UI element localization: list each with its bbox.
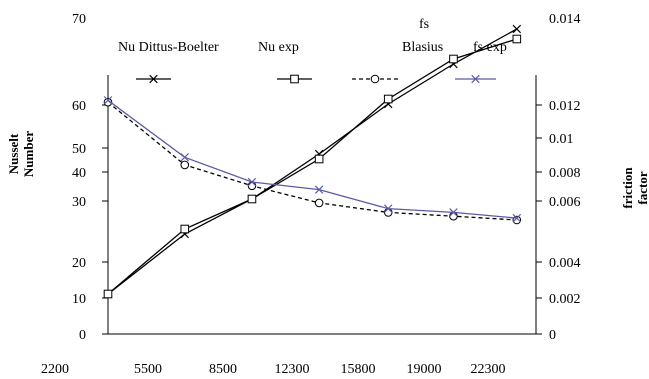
legend-swatch-marker bbox=[471, 74, 480, 84]
data-point-stroke bbox=[383, 204, 393, 213]
data-point bbox=[247, 194, 257, 204]
x-tick-label: 15800 bbox=[341, 362, 376, 377]
right-y-tick-label: 0.008 bbox=[549, 166, 581, 181]
data-point-stroke bbox=[449, 208, 458, 217]
left-y-tick-label: 40 bbox=[72, 166, 86, 181]
legend-swatch-fs-blasius bbox=[352, 74, 398, 84]
legend-label-fs-blasius-line-1: fs bbox=[419, 17, 429, 32]
right-y-tick-label: 0.004 bbox=[549, 256, 581, 271]
series-layer bbox=[103, 24, 522, 299]
left-y-tick-label: 0 bbox=[79, 328, 86, 343]
data-point bbox=[512, 213, 522, 223]
x-tick-label: 12300 bbox=[275, 362, 310, 377]
data-point bbox=[103, 289, 113, 299]
data-point bbox=[314, 198, 324, 208]
data-point bbox=[449, 208, 458, 217]
legend-swatch-marker-stroke bbox=[471, 74, 480, 84]
right-y-tick-label: 0 bbox=[549, 328, 556, 343]
data-point bbox=[314, 154, 324, 164]
data-point bbox=[180, 153, 189, 162]
data-point bbox=[383, 208, 393, 217]
series-1 bbox=[103, 34, 522, 299]
x-tick-labels: 2200 5500 8500 12300 15800 19000 22300 bbox=[41, 362, 506, 377]
left-y-tick-labels: 0 10 20 30 40 50 60 70 bbox=[72, 12, 86, 343]
right-y-tick-label: 0.014 bbox=[549, 12, 581, 27]
legend-item-nu-exp: Nu exp bbox=[258, 40, 312, 84]
data-point-stroke bbox=[314, 185, 324, 194]
right-y-tick-labels: 0 0.002 0.004 0.006 0.008 0.01 0.012 0.014 bbox=[549, 12, 581, 343]
legend: Nu Dittus-Boelter Nu exp fs Blasius fs e… bbox=[118, 17, 507, 84]
left-y-tick-label: 50 bbox=[72, 142, 86, 157]
right-y-tick-label: 0.002 bbox=[549, 292, 581, 307]
data-point-stroke bbox=[180, 153, 189, 162]
data-point bbox=[512, 24, 522, 34]
left-y-tick-label: 60 bbox=[72, 99, 86, 114]
legend-swatch-nu-dittus-boelter bbox=[136, 74, 171, 84]
right-y-tick-label: 0.01 bbox=[549, 132, 574, 147]
left-y-tick-label: 70 bbox=[72, 12, 86, 27]
series-line bbox=[107, 28, 518, 295]
left-y-tick-label: 10 bbox=[72, 292, 86, 307]
left-y-ticks bbox=[102, 104, 108, 335]
legend-item-fs-exp: fs exp bbox=[455, 40, 507, 84]
series-0 bbox=[103, 24, 522, 299]
legend-item-nu-dittus-boelter: Nu Dittus-Boelter bbox=[118, 40, 219, 84]
data-point bbox=[383, 204, 393, 213]
x-tick-label: 2200 bbox=[41, 362, 69, 377]
data-point bbox=[314, 185, 324, 194]
legend-label-nu-exp: Nu exp bbox=[258, 40, 299, 55]
right-y-label-line-1: friction bbox=[620, 167, 635, 209]
data-point bbox=[247, 177, 257, 187]
data-point-stroke bbox=[103, 96, 113, 105]
left-y-label-line-2: Number bbox=[21, 131, 36, 177]
legend-swatch-fs-exp bbox=[455, 74, 496, 84]
series-3 bbox=[103, 96, 522, 223]
legend-swatch-marker bbox=[290, 74, 299, 84]
legend-swatch-marker bbox=[149, 74, 158, 84]
series-line bbox=[107, 101, 517, 221]
x-tick-label: 8500 bbox=[209, 362, 237, 377]
data-point bbox=[180, 224, 190, 234]
legend-swatch-nu-exp bbox=[277, 74, 312, 84]
data-point bbox=[449, 211, 458, 221]
right-y-tick-label: 0.006 bbox=[549, 195, 581, 210]
data-point-stroke bbox=[247, 177, 257, 187]
series-2 bbox=[103, 97, 522, 225]
legend-label-fs-blasius-line-2: Blasius bbox=[402, 40, 443, 55]
data-point bbox=[180, 160, 190, 170]
legend-swatch-marker-stroke bbox=[149, 74, 158, 84]
left-y-tick-label: 30 bbox=[72, 195, 86, 210]
data-point bbox=[103, 96, 113, 105]
right-y-label-line-2: factor bbox=[635, 171, 649, 204]
right-y-tick-label: 0.012 bbox=[549, 99, 581, 114]
right-y-ticks bbox=[536, 104, 542, 335]
legend-swatch-marker bbox=[370, 74, 380, 84]
x-tick-label: 19000 bbox=[407, 362, 442, 377]
plot-area bbox=[102, 24, 542, 335]
data-point-stroke bbox=[512, 24, 522, 34]
data-point bbox=[247, 181, 257, 191]
series-line bbox=[107, 38, 518, 295]
data-point-stroke bbox=[512, 213, 522, 223]
data-point bbox=[103, 97, 113, 107]
x-tick-label: 5500 bbox=[134, 362, 162, 377]
legend-label-fs-exp: fs exp bbox=[473, 40, 507, 55]
left-y-tick-label: 20 bbox=[72, 256, 86, 271]
data-point bbox=[512, 34, 522, 44]
left-y-label-line-1: Nusselt bbox=[6, 133, 21, 174]
data-point bbox=[383, 94, 393, 104]
legend-item-fs-blasius: fs Blasius bbox=[352, 17, 443, 84]
legend-label-nu-dittus-boelter: Nu Dittus-Boelter bbox=[118, 40, 219, 55]
x-tick-label: 22300 bbox=[471, 362, 506, 377]
data-point bbox=[449, 54, 458, 64]
